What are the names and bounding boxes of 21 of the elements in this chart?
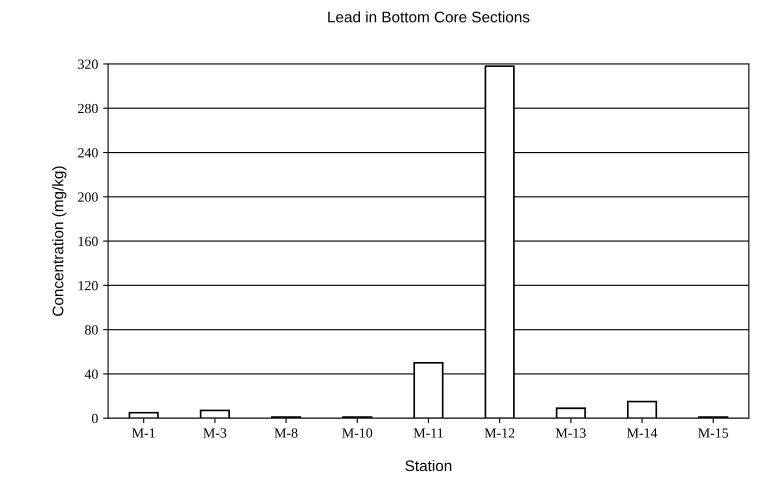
x-axis-title: Station bbox=[405, 460, 452, 472]
x-tick-label: M-15 bbox=[698, 428, 728, 438]
x-tick-label: M-12 bbox=[484, 428, 514, 438]
y-tick-label: 120 bbox=[78, 280, 98, 290]
y-axis-title: Concentration (mg/kg) bbox=[52, 166, 66, 316]
y-tick-label: 160 bbox=[78, 236, 98, 246]
y-tick-label: 0 bbox=[92, 414, 98, 424]
y-tick-label: 80 bbox=[85, 325, 98, 335]
y-tick-label: 240 bbox=[78, 148, 98, 158]
x-tick-label: M-13 bbox=[556, 428, 586, 438]
x-tick-label: M-11 bbox=[414, 428, 443, 438]
x-tick-label: M-8 bbox=[274, 428, 298, 438]
y-tick-label: 320 bbox=[78, 60, 98, 69]
y-tick-label: 280 bbox=[78, 104, 98, 114]
chart-title: Lead in Bottom Core Sections bbox=[328, 11, 530, 22]
x-tick-label: M-3 bbox=[203, 428, 226, 438]
y-tick-label: 200 bbox=[78, 192, 98, 202]
x-tick-label: M-10 bbox=[342, 428, 372, 438]
x-tick-label: M-1 bbox=[132, 428, 155, 438]
y-tick-label: 40 bbox=[84, 370, 98, 379]
x-tick-label: M-14 bbox=[627, 428, 658, 438]
